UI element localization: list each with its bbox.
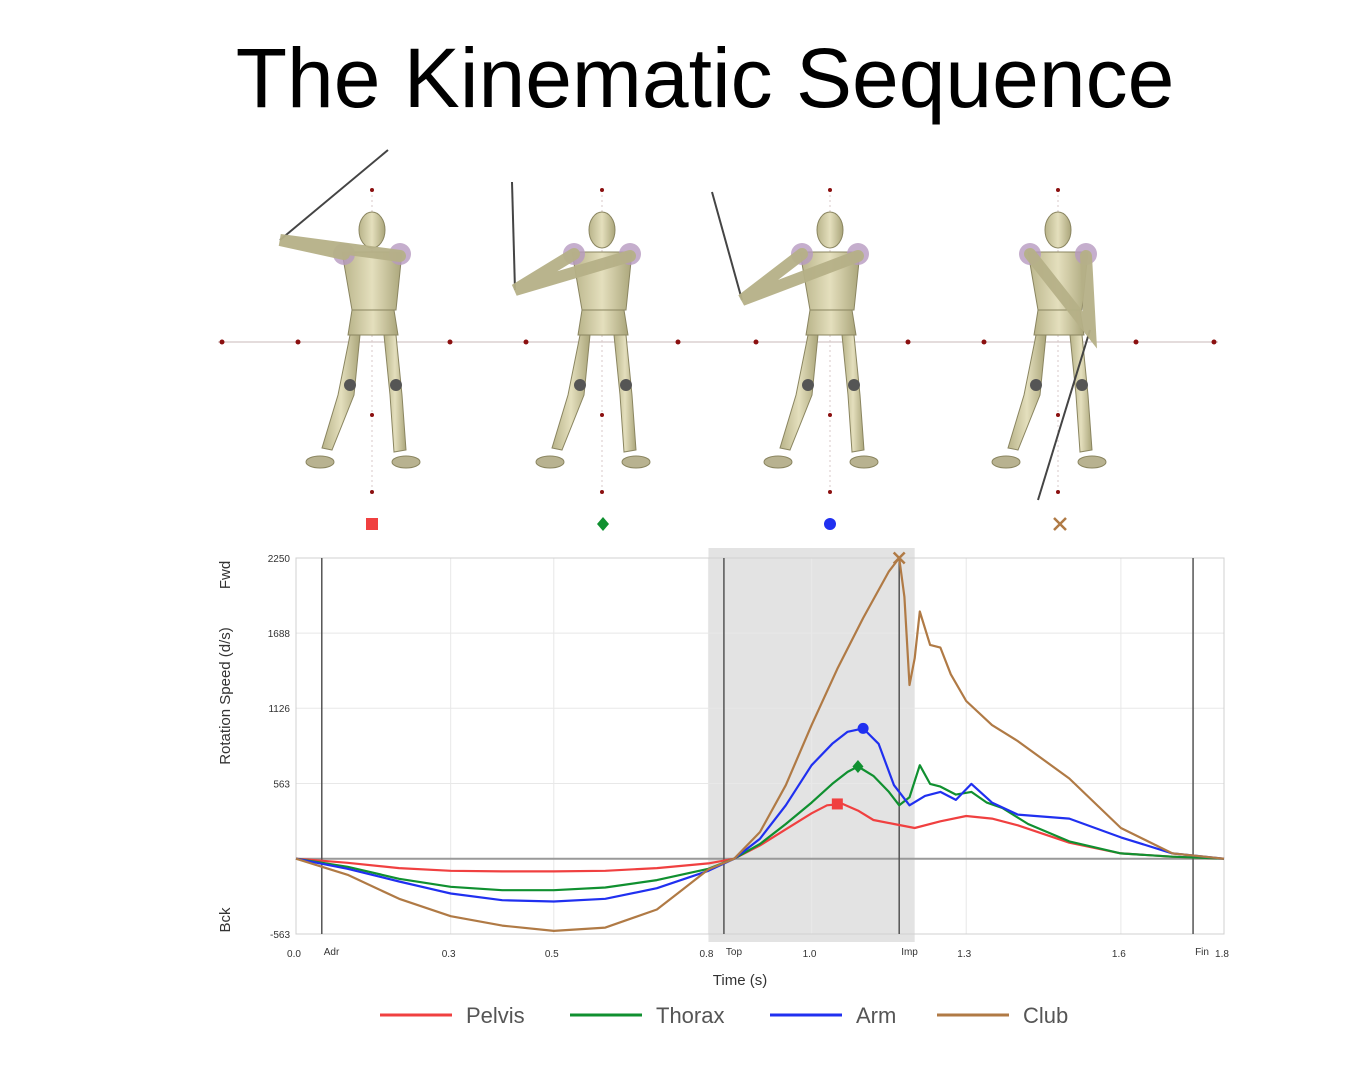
series-line-arm xyxy=(295,727,1225,903)
reference-dot xyxy=(828,490,832,494)
x-tick-label: 1.3 xyxy=(957,949,971,960)
x-tick-label: 1.0 xyxy=(803,949,817,960)
ground-dot xyxy=(905,339,911,345)
reference-dot xyxy=(828,413,832,417)
golfer-figure-3 xyxy=(763,211,879,469)
reference-dot xyxy=(1056,188,1060,192)
x-tick-label: 0.0 xyxy=(287,949,301,960)
reference-dot xyxy=(600,413,604,417)
ground-dot xyxy=(1211,339,1217,345)
plot-frame xyxy=(295,557,1225,935)
golf-club xyxy=(279,149,389,241)
y-tick-label: 2250 xyxy=(268,554,291,565)
y-tick-label: -563 xyxy=(270,930,290,941)
x-tick-label: 0.3 xyxy=(442,949,456,960)
golf-club xyxy=(1037,329,1091,501)
legend-label-club: Club xyxy=(1023,1003,1068,1028)
legend-label-arm: Arm xyxy=(856,1003,896,1028)
reference-dot xyxy=(828,188,832,192)
x-tick-label: 1.6 xyxy=(1112,949,1126,960)
y-tick-label: 1126 xyxy=(268,704,290,715)
event-label-top: Top xyxy=(726,947,743,958)
ground-dot xyxy=(1133,339,1139,345)
ground-dot xyxy=(675,339,681,345)
reference-dot xyxy=(600,188,604,192)
reference-dot xyxy=(1056,490,1060,494)
event-label-fin: Fin xyxy=(1195,947,1209,958)
y-axis-label: Rotation Speed (d/s) xyxy=(217,627,234,765)
reference-dot xyxy=(370,413,374,417)
golf-club xyxy=(511,181,516,291)
x-axis-label: Time (s) xyxy=(713,972,767,989)
x-tick-label: 0.5 xyxy=(545,949,559,960)
peak-marker-club xyxy=(892,551,906,565)
legend-label-pelvis: Pelvis xyxy=(466,1003,525,1028)
x-tick-label: 1.8 xyxy=(1215,949,1229,960)
y-direction-top-label: Fwd xyxy=(217,561,234,589)
ground-dot xyxy=(523,339,529,345)
reference-dot xyxy=(370,490,374,494)
page-title: The Kinematic Sequence xyxy=(235,31,1175,125)
series-line-club xyxy=(295,556,1225,932)
golfer-arms xyxy=(278,234,406,262)
golfer-arms xyxy=(511,248,636,296)
y-tick-label: 563 xyxy=(273,779,290,790)
legend-label-thorax: Thorax xyxy=(656,1003,724,1028)
ground-dot xyxy=(753,339,759,345)
golfer-symbol-thorax xyxy=(597,517,609,531)
kinematic-chart: Adr Top Imp Fin 0.0 0.3 0.5 0.8 1.0 1.3 1.6 1.8 2250… xyxy=(217,517,1229,1028)
reference-dot xyxy=(1056,413,1060,417)
golfer-arms xyxy=(738,248,864,306)
peak-marker-arm xyxy=(857,722,869,734)
ground-dot xyxy=(447,339,453,345)
event-label-adr: Adr xyxy=(324,947,340,958)
x-tick-label: 0.8 xyxy=(699,949,713,960)
peak-marker-thorax xyxy=(852,760,864,774)
golfer-symbol-pelvis xyxy=(366,518,378,530)
ground-dot xyxy=(219,339,225,345)
golfer-symbol-club xyxy=(1053,517,1067,531)
event-label-imp: Imp xyxy=(901,947,918,958)
golfer-figure-2 xyxy=(535,211,651,469)
y-tick-label: 1688 xyxy=(268,629,291,640)
peak-marker-pelvis xyxy=(831,798,843,810)
golfer-arms xyxy=(1024,248,1098,349)
golfer-symbol-arm xyxy=(824,518,836,530)
reference-dot xyxy=(600,490,604,494)
reference-dot xyxy=(370,188,374,192)
y-direction-bottom-label: Bck xyxy=(217,907,234,933)
golfer-illustrations xyxy=(218,149,1218,501)
series-line-pelvis xyxy=(295,802,1225,873)
golf-club xyxy=(711,191,743,301)
ground-dot xyxy=(295,339,301,345)
ground-dot xyxy=(981,339,987,345)
golfer-figure-4 xyxy=(991,211,1107,469)
